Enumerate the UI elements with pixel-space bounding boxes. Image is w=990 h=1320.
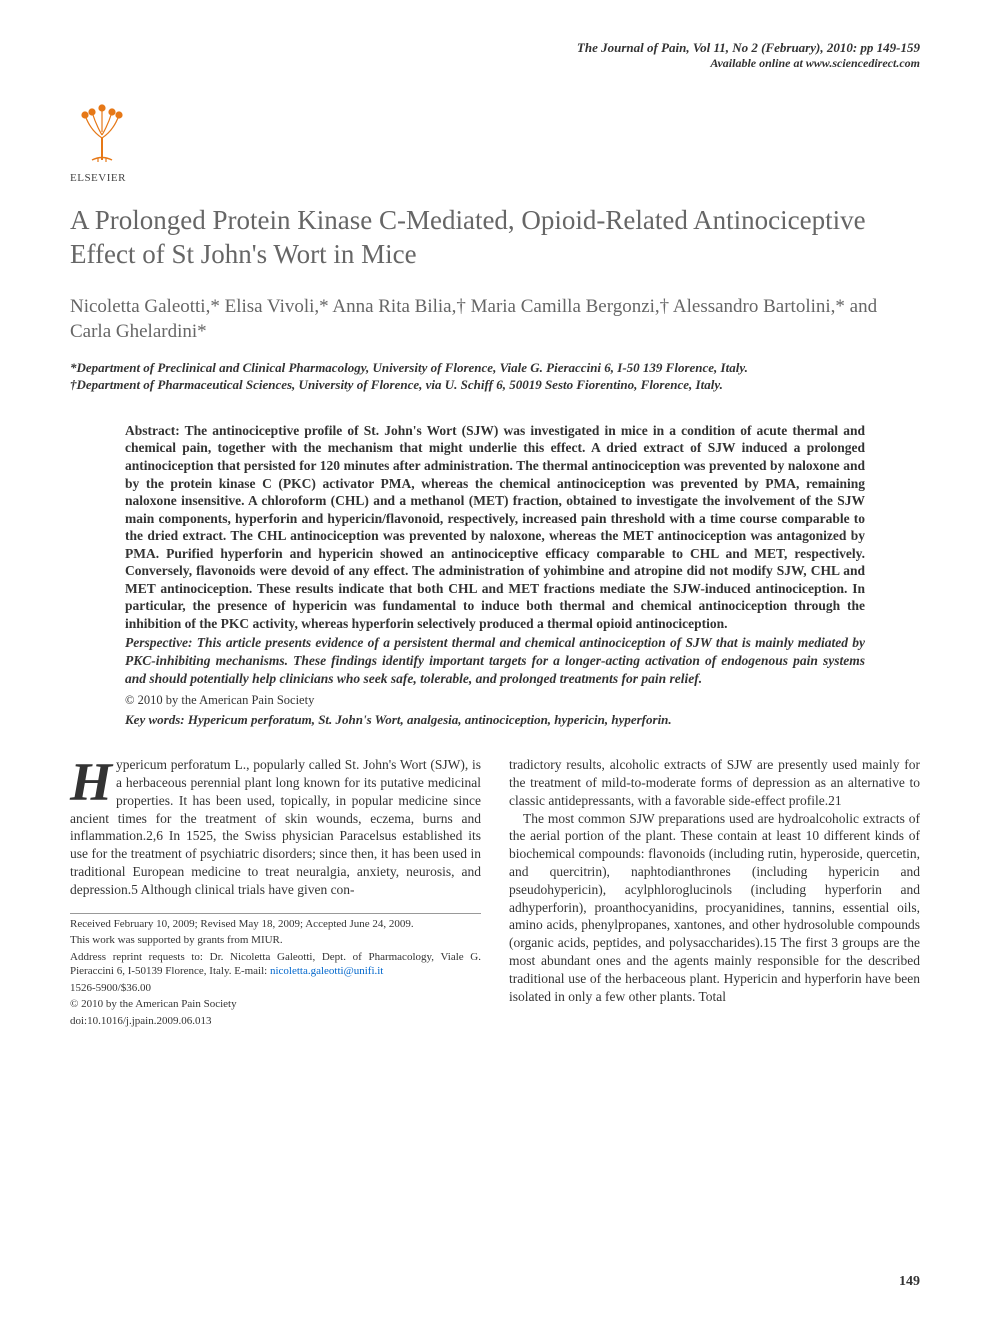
abstract-block: Abstract: The antinociceptive profile of…	[70, 422, 920, 728]
intro-paragraph-2: The most common SJW preparations used ar…	[509, 810, 920, 1006]
dropcap: H	[70, 756, 116, 806]
intro-paragraph-1-cont: tradictory results, alcoholic extracts o…	[509, 756, 920, 809]
footnote-doi: doi:10.1016/j.jpain.2009.06.013	[70, 1015, 481, 1029]
footnote-funding: This work was supported by grants from M…	[70, 934, 481, 948]
footnotes: Received February 10, 2009; Revised May …	[70, 913, 481, 1029]
abstract-paragraph: Abstract: The antinociceptive profile of…	[125, 422, 865, 633]
elsevier-tree-icon	[70, 100, 135, 170]
publisher-logo-block: ELSEVIER	[70, 100, 920, 184]
journal-header: The Journal of Pain, Vol 11, No 2 (Febru…	[577, 40, 920, 71]
journal-citation: The Journal of Pain, Vol 11, No 2 (Febru…	[577, 40, 920, 56]
perspective-label: Perspective:	[125, 635, 197, 650]
keywords-line: Key words: Hypericum perforatum, St. Joh…	[125, 712, 865, 728]
publisher-name: ELSEVIER	[70, 172, 920, 184]
keywords-label: Key words:	[125, 712, 188, 727]
article-title: A Prolonged Protein Kinase C-Mediated, O…	[70, 204, 920, 272]
column-right: tradictory results, alcoholic extracts o…	[509, 756, 920, 1032]
perspective-paragraph: Perspective: This article presents evide…	[125, 634, 865, 687]
intro-text-1b: ypericum perforatum L., popularly called…	[70, 757, 481, 897]
abstract-copyright: © 2010 by the American Pain Society	[125, 693, 865, 708]
page-number: 149	[899, 1274, 920, 1290]
perspective-body: This article presents evidence of a pers…	[125, 635, 865, 685]
column-left: Hypericum perforatum L., popularly calle…	[70, 756, 481, 1032]
affiliation-2: †Department of Pharmaceutical Sciences, …	[70, 376, 920, 394]
footnote-received: Received February 10, 2009; Revised May …	[70, 918, 481, 932]
footnote-reprint: Address reprint requests to: Dr. Nicolet…	[70, 951, 481, 979]
corresponding-email[interactable]: nicoletta.galeotti@unifi.it	[270, 965, 383, 977]
footnote-issn: 1526-5900/$36.00	[70, 982, 481, 996]
intro-paragraph-1: Hypericum perforatum L., popularly calle…	[70, 756, 481, 899]
body-columns: Hypericum perforatum L., popularly calle…	[70, 756, 920, 1032]
affiliation-1: *Department of Preclinical and Clinical …	[70, 359, 920, 377]
abstract-label: Abstract:	[125, 423, 185, 438]
journal-online: Available online at www.sciencedirect.co…	[577, 56, 920, 71]
keywords-text: Hypericum perforatum, St. John's Wort, a…	[188, 712, 672, 727]
footnote-copyright: © 2010 by the American Pain Society	[70, 998, 481, 1012]
author-list: Nicoletta Galeotti,* Elisa Vivoli,* Anna…	[70, 294, 920, 345]
affiliations: *Department of Preclinical and Clinical …	[70, 359, 920, 394]
abstract-body: The antinociceptive profile of St. John'…	[125, 423, 865, 631]
